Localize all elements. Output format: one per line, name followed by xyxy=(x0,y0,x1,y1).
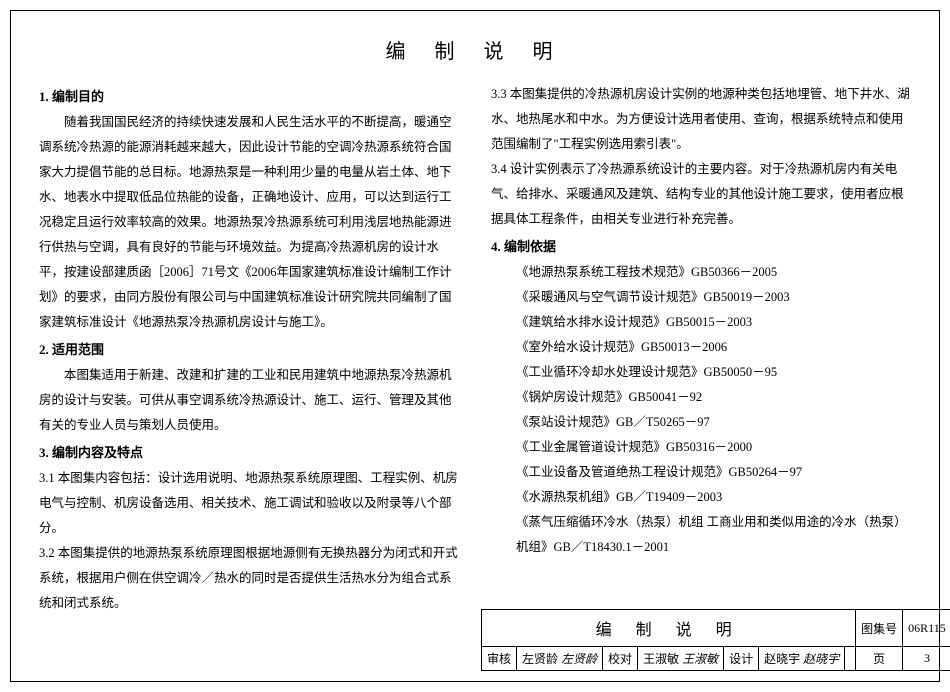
review-name: 左贤龄 左贤龄 xyxy=(517,647,603,671)
review-name-text: 左贤龄 xyxy=(522,652,558,666)
heading-2: 2. 适用范围 xyxy=(39,337,459,363)
check-signature: 王淑敏 xyxy=(682,652,718,666)
page-title: 编 制 说 明 xyxy=(39,35,911,64)
review-label: 审核 xyxy=(482,647,517,671)
design-signature: 赵晓宇 xyxy=(803,652,839,666)
standard-4: 《工业循环冷却水处理设计规范》GB50050－95 xyxy=(491,360,911,385)
para-1: 随着我国国民经济的持续快速发展和人民生活水平的不断提高，暖通空调系统冷热源的能源… xyxy=(39,110,459,335)
footer-title: 编 制 说 明 xyxy=(482,610,856,647)
design-label: 设计 xyxy=(724,647,759,671)
design-name-text: 赵晓宇 xyxy=(764,652,800,666)
standard-7: 《工业金属管道设计规范》GB50316－2000 xyxy=(491,435,911,460)
para-3-3: 3.3 本图集提供的冷热源机房设计实例的地源种类包括地埋管、地下井水、湖水、地热… xyxy=(491,82,911,157)
standard-0: 《地源热泵系统工程技术规范》GB50366－2005 xyxy=(491,260,911,285)
page-number: 3 xyxy=(903,647,950,671)
atlas-label: 图集号 xyxy=(856,610,903,647)
para-3-2: 3.2 本图集提供的地源热泵系统原理图根据地源侧有无换热器分为闭式和开式系统，根… xyxy=(39,541,459,616)
standard-6: 《泵站设计规范》GB／T50265－97 xyxy=(491,410,911,435)
title-block-table: 编 制 说 明 图集号 06R115 审核 左贤龄 左贤龄 校对 王淑敏 王淑敏… xyxy=(481,609,950,671)
standard-8: 《工业设备及管道绝热工程设计规范》GB50264－97 xyxy=(491,460,911,485)
heading-4: 4. 编制依据 xyxy=(491,234,911,260)
standard-1: 《采暖通风与空气调节设计规范》GB50019－2003 xyxy=(491,285,911,310)
atlas-no: 06R115 xyxy=(903,610,950,647)
standard-5: 《锅炉房设计规范》GB50041－92 xyxy=(491,385,911,410)
title-block: 编 制 说 明 图集号 06R115 审核 左贤龄 左贤龄 校对 王淑敏 王淑敏… xyxy=(481,609,911,671)
heading-3: 3. 编制内容及特点 xyxy=(39,440,459,466)
heading-1: 1. 编制目的 xyxy=(39,84,459,110)
check-name-text: 王淑敏 xyxy=(643,652,679,666)
page-label: 页 xyxy=(856,647,903,671)
standard-3: 《室外给水设计规范》GB50013－2006 xyxy=(491,335,911,360)
standard-10: 《蒸气压缩循环冷水（热泵）机组 工商业用和类似用途的冷水（热泵）机组》GB／T1… xyxy=(491,510,911,560)
para-3-4: 3.4 设计实例表示了冷热源系统设计的主要内容。对于冷热源机房内有关电气、给排水… xyxy=(491,157,911,232)
left-column: 1. 编制目的 随着我国国民经济的持续快速发展和人民生活水平的不断提高，暖通空调… xyxy=(39,82,459,616)
document-page: 编 制 说 明 1. 编制目的 随着我国国民经济的持续快速发展和人民生活水平的不… xyxy=(10,10,940,682)
standard-9: 《水源热泵机组》GB／T19409－2003 xyxy=(491,485,911,510)
design-name: 赵晓宇 赵晓宇 xyxy=(759,647,845,671)
check-label: 校对 xyxy=(603,647,638,671)
review-signature: 左贤龄 xyxy=(561,652,597,666)
para-2: 本图集适用于新建、改建和扩建的工业和民用建筑中地源热泵冷热源机房的设计与安装。可… xyxy=(39,363,459,438)
check-name: 王淑敏 王淑敏 xyxy=(638,647,724,671)
standard-2: 《建筑给水排水设计规范》GB50015－2003 xyxy=(491,310,911,335)
para-3-1: 3.1 本图集内容包括：设计选用说明、地源热泵系统原理图、工程实例、机房电气与控… xyxy=(39,466,459,541)
two-column-body: 1. 编制目的 随着我国国民经济的持续快速发展和人民生活水平的不断提高，暖通空调… xyxy=(39,82,911,616)
right-column: 3.3 本图集提供的冷热源机房设计实例的地源种类包括地埋管、地下井水、湖水、地热… xyxy=(491,82,911,616)
